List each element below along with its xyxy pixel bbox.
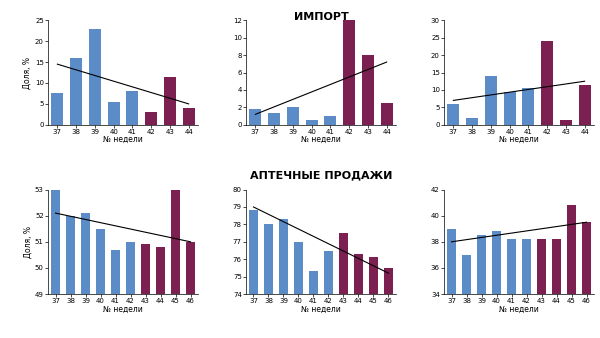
- Bar: [308, 271, 319, 338]
- Bar: [110, 250, 121, 338]
- X-axis label: № недели: № недели: [301, 136, 341, 145]
- Bar: [581, 222, 592, 338]
- Bar: [107, 102, 120, 125]
- Bar: [125, 242, 136, 338]
- Bar: [578, 85, 591, 125]
- Bar: [447, 104, 460, 125]
- Bar: [249, 109, 262, 125]
- Bar: [541, 41, 553, 125]
- Bar: [343, 11, 355, 125]
- Bar: [521, 239, 532, 338]
- Bar: [287, 107, 299, 125]
- Bar: [170, 190, 181, 338]
- Bar: [65, 216, 76, 338]
- Bar: [324, 116, 337, 125]
- Bar: [268, 114, 280, 125]
- Bar: [485, 76, 497, 125]
- Bar: [323, 250, 334, 338]
- Bar: [305, 120, 318, 125]
- Bar: [263, 224, 274, 338]
- Bar: [353, 254, 364, 338]
- X-axis label: № недели: № недели: [103, 136, 143, 145]
- X-axis label: № недели: № недели: [301, 306, 341, 315]
- Bar: [566, 205, 577, 338]
- Bar: [95, 229, 106, 338]
- Bar: [551, 239, 562, 338]
- Bar: [293, 242, 304, 338]
- Text: ИМПОРТ: ИМПОРТ: [293, 12, 349, 22]
- Bar: [368, 258, 379, 338]
- Bar: [164, 77, 176, 125]
- Bar: [80, 213, 91, 338]
- Bar: [185, 242, 196, 338]
- Y-axis label: Доля, %: Доля, %: [23, 56, 32, 89]
- Bar: [560, 120, 572, 125]
- Bar: [461, 255, 472, 338]
- X-axis label: № недели: № недели: [499, 306, 539, 315]
- Bar: [522, 88, 535, 125]
- Bar: [70, 58, 82, 125]
- Bar: [155, 247, 166, 338]
- X-axis label: № недели: № недели: [103, 306, 143, 315]
- Bar: [466, 118, 478, 125]
- Bar: [338, 233, 349, 338]
- Bar: [248, 211, 259, 338]
- Bar: [446, 229, 457, 338]
- Bar: [383, 268, 394, 338]
- Bar: [89, 29, 101, 125]
- Bar: [476, 235, 487, 338]
- Bar: [182, 108, 195, 125]
- Bar: [50, 182, 61, 338]
- Bar: [145, 112, 157, 125]
- Y-axis label: Доля, %: Доля, %: [23, 226, 32, 258]
- Bar: [362, 55, 374, 125]
- X-axis label: № недели: № недели: [499, 136, 539, 145]
- Bar: [140, 244, 151, 338]
- Bar: [506, 239, 517, 338]
- Bar: [51, 93, 64, 125]
- Text: АПТЕЧНЫЕ ПРОДАЖИ: АПТЕЧНЫЕ ПРОДАЖИ: [250, 171, 392, 181]
- Bar: [126, 91, 139, 125]
- Bar: [278, 219, 289, 338]
- Bar: [380, 103, 393, 125]
- Bar: [536, 239, 547, 338]
- Bar: [503, 92, 516, 125]
- Bar: [491, 232, 502, 338]
